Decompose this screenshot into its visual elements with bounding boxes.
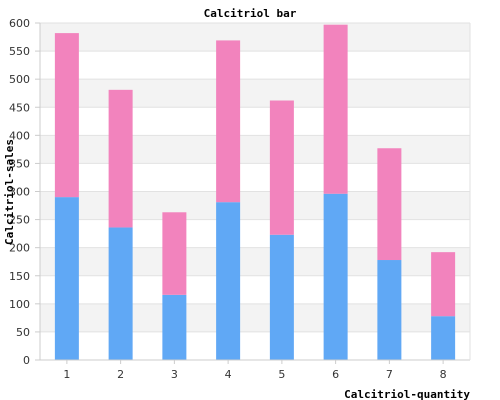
background-band — [40, 163, 470, 192]
bars — [54, 24, 456, 360]
bar-segment-series-1 — [323, 193, 348, 360]
bar-segment-series-2 — [162, 212, 187, 295]
background-band — [40, 135, 470, 164]
x-tick-label: 4 — [225, 368, 232, 381]
background-band — [40, 219, 470, 248]
bar-segment-series-1 — [377, 260, 402, 360]
y-tick-label: 50 — [16, 326, 30, 339]
bar-segment-series-2 — [216, 40, 241, 203]
bar-segment-series-2 — [323, 24, 348, 194]
x-tick-label: 2 — [117, 368, 124, 381]
y-tick-label: 250 — [9, 214, 30, 227]
x-tick-label: 3 — [171, 368, 178, 381]
y-tick-labels: 0 50 100 150 200 250 300 350 400 450 500 550 600 — [9, 17, 40, 367]
y-tick-label: 200 — [9, 242, 30, 255]
y-tick-label: 550 — [9, 45, 30, 58]
background-band — [40, 303, 470, 332]
bar-segment-series-2 — [54, 33, 79, 198]
y-tick-label: 150 — [9, 270, 30, 283]
x-tick-label: 5 — [278, 368, 285, 381]
background-band — [40, 51, 470, 80]
x-tick-label: 6 — [332, 368, 339, 381]
y-tick-label: 0 — [23, 354, 30, 367]
bar-segment-series-1 — [108, 227, 133, 360]
background-band — [40, 275, 470, 304]
y-tick-label: 300 — [9, 186, 30, 199]
y-tick-label: 350 — [9, 157, 30, 170]
background-band — [40, 79, 470, 108]
bar-segment-series-1 — [54, 197, 79, 360]
bar-segment-series-2 — [431, 252, 456, 317]
background-band — [40, 247, 470, 276]
y-tick-label: 400 — [9, 129, 30, 142]
y-tick-label: 450 — [9, 101, 30, 114]
y-tick-label: 500 — [9, 73, 30, 86]
bar-segment-series-2 — [108, 89, 133, 228]
background-band — [40, 191, 470, 220]
background-band — [40, 107, 470, 136]
y-tick-label: 100 — [9, 298, 30, 311]
y-tick-label: 600 — [9, 17, 30, 30]
x-tick-label: 1 — [63, 368, 70, 381]
chart-title: Calcitriol bar — [204, 7, 297, 20]
bar-segment-series-1 — [431, 316, 456, 360]
background-band — [40, 331, 470, 360]
bar-segment-series-2 — [269, 100, 294, 235]
bar-segment-series-1 — [216, 202, 241, 360]
x-axis-label: Calcitriol-quantity — [344, 388, 470, 400]
bar-segment-series-2 — [377, 148, 402, 261]
x-tick-labels: 1 2 3 4 5 6 7 8 — [63, 360, 447, 381]
background-band — [40, 23, 470, 52]
bar-segment-series-1 — [269, 234, 294, 360]
x-tick-label: 7 — [386, 368, 393, 381]
y-axis-label: Calcitriol-sales — [3, 139, 16, 245]
bar-segment-series-1 — [162, 294, 187, 360]
x-tick-label: 8 — [440, 368, 447, 381]
